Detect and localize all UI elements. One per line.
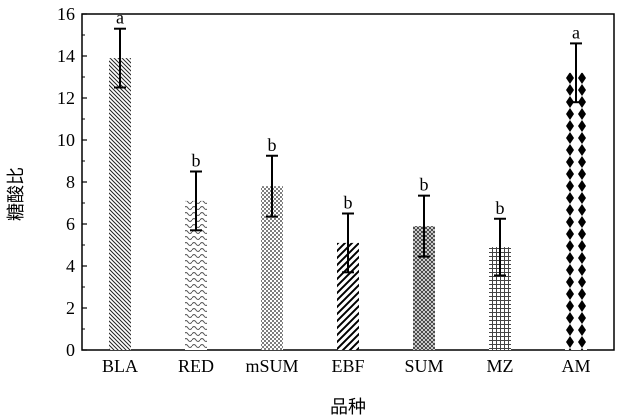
- significance-label: a: [572, 22, 580, 42]
- bar-mz: [489, 247, 511, 350]
- significance-label: b: [268, 135, 277, 155]
- y-tick-label: 8: [66, 172, 75, 192]
- y-tick-label: 14: [57, 46, 75, 66]
- x-tick-label: SUM: [404, 356, 443, 376]
- significance-label: a: [116, 8, 124, 28]
- error-bars: [114, 27, 582, 277]
- bar-red: [185, 200, 207, 350]
- bar-msum: [261, 186, 283, 350]
- significance-label: b: [496, 198, 505, 218]
- y-axis-title: 糖酸比: [6, 167, 27, 221]
- bar-am: [565, 72, 587, 351]
- y-tick-label: 2: [66, 298, 75, 318]
- y-tick-label: 12: [57, 88, 75, 108]
- bar-bla: [109, 58, 131, 350]
- x-tick-label: MZ: [487, 356, 514, 376]
- axes: 0 2 4 6 8 10 12 14 16: [57, 4, 615, 360]
- x-tick-label: mSUM: [245, 356, 298, 376]
- x-axis-title: 品种: [330, 397, 366, 418]
- y-tick-label: 6: [66, 214, 75, 234]
- y-tick-label: 4: [66, 256, 75, 276]
- significance-label: b: [420, 175, 429, 195]
- x-tick-label: EBF: [331, 356, 364, 376]
- labels: a BLA b RED b mSUM b EBF b SUM b MZ a AM: [102, 8, 591, 376]
- x-tick-label: RED: [178, 356, 214, 376]
- significance-label: b: [192, 151, 201, 171]
- x-tick-label: AM: [561, 356, 590, 376]
- significance-label: b: [344, 193, 353, 213]
- y-tick-label: 0: [66, 340, 75, 360]
- y-tick-label: 10: [57, 130, 75, 150]
- y-tick-label: 16: [57, 4, 75, 24]
- bar-ebf: [337, 242, 359, 350]
- bars: [109, 58, 587, 351]
- x-tick-label: BLA: [102, 356, 138, 376]
